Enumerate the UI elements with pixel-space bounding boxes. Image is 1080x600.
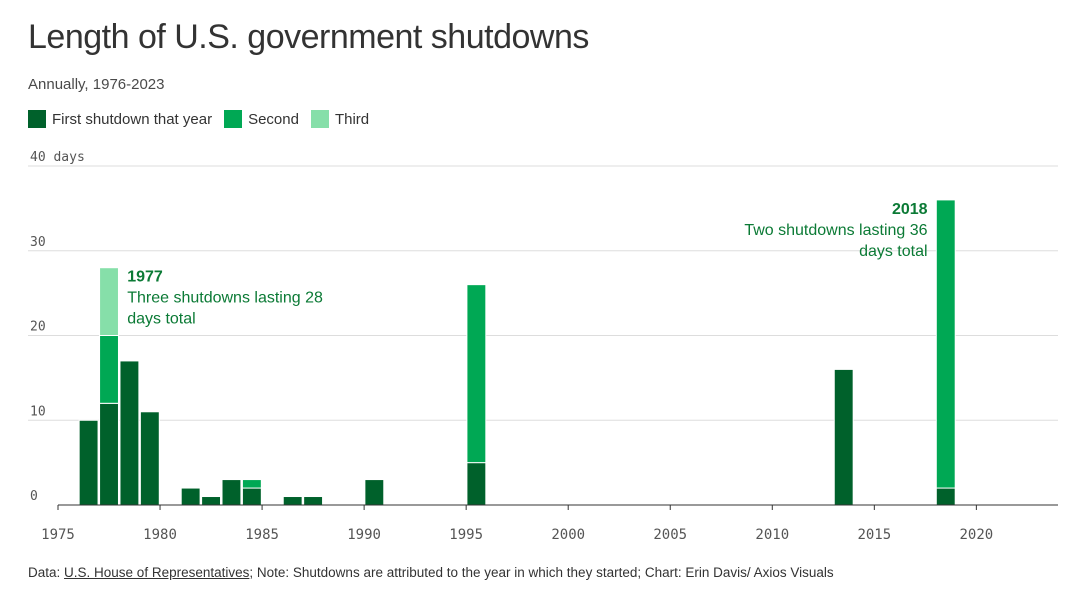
y-tick-label: 20: [30, 320, 46, 335]
bar-segment: [466, 284, 487, 464]
legend-item-second: Second: [224, 110, 299, 128]
bar-segment: [935, 487, 956, 506]
bar-segment: [241, 487, 262, 506]
x-tick-label: 1985: [245, 527, 279, 543]
bar-segment: [833, 368, 854, 506]
y-tick-label: 10: [30, 404, 46, 419]
legend-item-third: Third: [310, 110, 370, 128]
bar-segment: [282, 496, 303, 506]
bar-segment: [241, 479, 262, 489]
x-tick-label: 1980: [143, 527, 177, 543]
bar-segment: [935, 199, 956, 489]
y-tick-label: 0: [30, 489, 38, 504]
bar-segment: [466, 462, 487, 506]
annotation-text: Three shutdowns lasting 28: [127, 290, 323, 307]
bar-segment: [221, 479, 242, 506]
chart-footer: Data: U.S. House of Representatives; Not…: [28, 565, 834, 580]
bar-segment: [78, 419, 99, 506]
x-tick-label: 2010: [755, 527, 789, 543]
y-tick-label: 40 days: [30, 150, 85, 165]
legend: First shutdown that year Second Third: [28, 110, 381, 128]
legend-label-third: Third: [334, 110, 370, 128]
x-tick-label: 2015: [857, 527, 891, 543]
legend-swatch-first: [28, 110, 46, 128]
bar-segment: [119, 360, 140, 506]
chart-title: Length of U.S. government shutdowns: [28, 18, 589, 56]
bar-segment: [99, 335, 119, 404]
x-tick-label: 2005: [653, 527, 687, 543]
annotation-text: days total: [127, 311, 195, 328]
bar-segment: [303, 496, 324, 506]
bar-segment: [99, 402, 119, 506]
legend-label-second: Second: [248, 110, 299, 128]
footer-source-link[interactable]: U.S. House of Representatives: [64, 565, 250, 580]
bar-segment: [364, 479, 385, 506]
legend-label-first: First shutdown that year: [52, 110, 213, 128]
bar-chart: 0 10 20 30 40 days 1975 1980 1985 1990 1995 2000 20…: [28, 150, 1058, 543]
chart-subtitle: Annually, 1976-2023: [28, 76, 165, 93]
annotation-year: 2018: [892, 201, 928, 218]
annotation-text: days total: [859, 243, 927, 260]
bar-segment: [139, 411, 160, 506]
y-tick-label: 30: [30, 235, 46, 250]
x-tick-label: 1995: [449, 527, 483, 543]
legend-swatch-second: [224, 110, 243, 128]
legend-item-first: First shutdown that year: [28, 110, 212, 128]
legend-swatch-third: [310, 110, 329, 128]
footer-prefix: Data:: [28, 565, 65, 580]
bar-segment: [180, 487, 201, 506]
x-tick-label: 1990: [347, 527, 381, 543]
x-tick-label: 2000: [551, 527, 585, 543]
annotation-year: 1977: [127, 269, 163, 286]
x-tick-label: 2020: [960, 527, 994, 543]
x-tick-label: 1975: [41, 527, 75, 543]
bar-segment: [201, 496, 222, 506]
annotation-text: Two shutdowns lasting 36: [744, 222, 927, 239]
footer-note: ; Note: Shutdowns are attributed to the …: [249, 565, 834, 580]
bar-segment: [99, 267, 119, 337]
